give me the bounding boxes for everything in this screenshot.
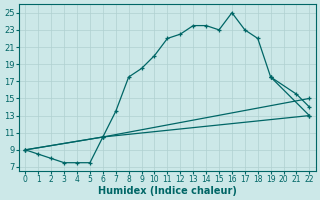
X-axis label: Humidex (Indice chaleur): Humidex (Indice chaleur) <box>98 186 237 196</box>
